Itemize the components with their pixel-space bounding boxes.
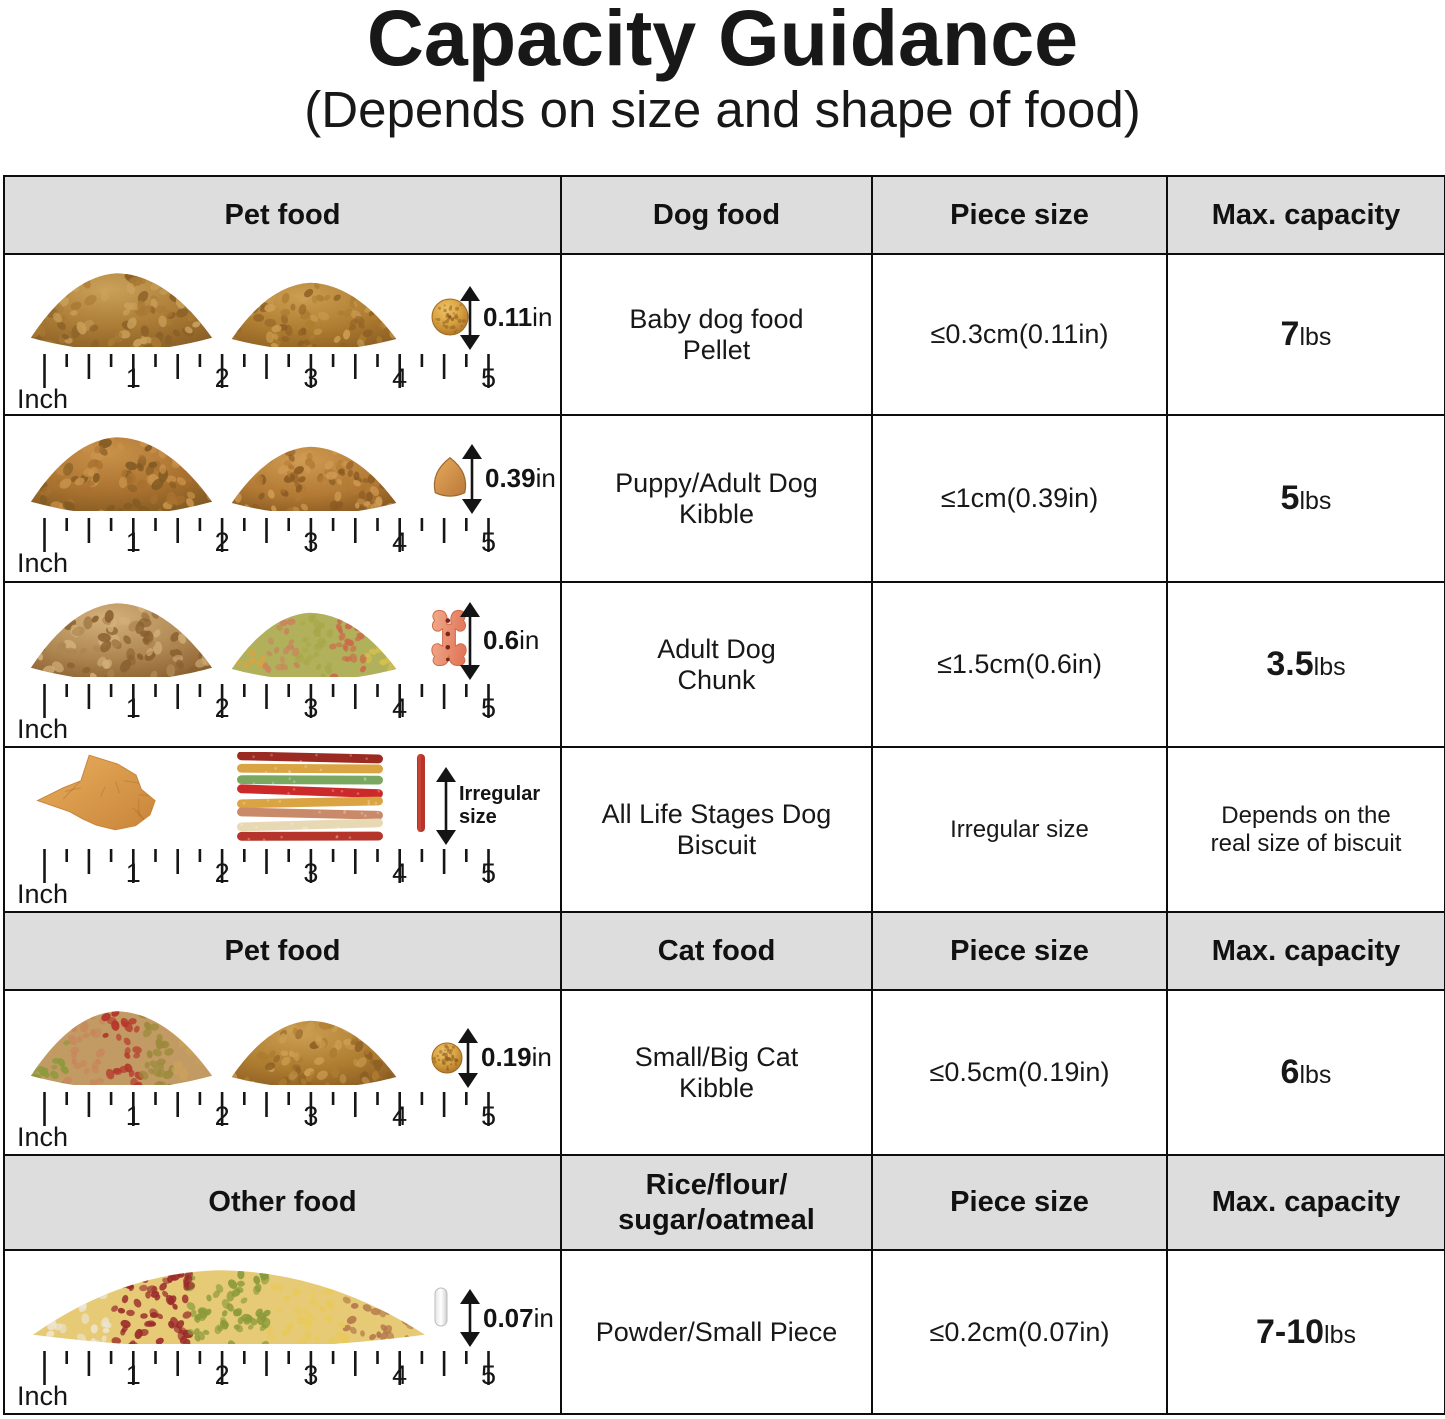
svg-text:5: 5 (481, 858, 496, 888)
svg-text:5: 5 (481, 693, 496, 723)
svg-text:3: 3 (303, 1101, 318, 1131)
svg-text:5: 5 (481, 1101, 496, 1131)
svg-text:5: 5 (481, 1360, 496, 1390)
svg-text:2: 2 (215, 363, 230, 393)
svg-text:1: 1 (126, 527, 141, 557)
svg-text:5: 5 (481, 363, 496, 393)
svg-text:3: 3 (303, 1360, 318, 1390)
svg-text:2: 2 (215, 693, 230, 723)
svg-text:1: 1 (126, 693, 141, 723)
svg-text:4: 4 (392, 363, 407, 393)
svg-text:4: 4 (392, 1360, 407, 1390)
svg-text:1: 1 (126, 1101, 141, 1131)
svg-text:3: 3 (303, 693, 318, 723)
svg-text:1: 1 (126, 858, 141, 888)
svg-text:4: 4 (392, 693, 407, 723)
svg-text:4: 4 (392, 527, 407, 557)
svg-text:4: 4 (392, 1101, 407, 1131)
svg-text:4: 4 (392, 858, 407, 888)
svg-text:3: 3 (303, 363, 318, 393)
svg-text:1: 1 (126, 1360, 141, 1390)
svg-text:3: 3 (303, 527, 318, 557)
svg-text:1: 1 (126, 363, 141, 393)
svg-text:2: 2 (215, 1360, 230, 1390)
svg-text:3: 3 (303, 858, 318, 888)
svg-text:2: 2 (215, 858, 230, 888)
svg-text:2: 2 (215, 1101, 230, 1131)
svg-text:2: 2 (215, 527, 230, 557)
svg-text:5: 5 (481, 527, 496, 557)
